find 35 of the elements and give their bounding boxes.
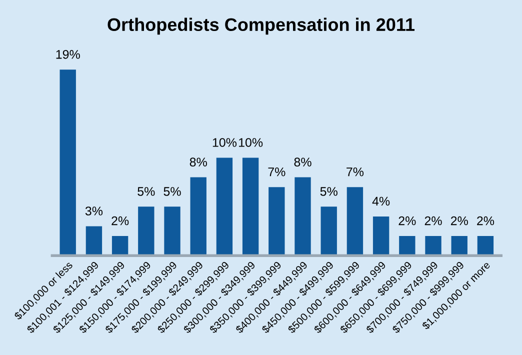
data-label: 2%: [424, 216, 442, 226]
bar: [451, 236, 468, 256]
bar: [190, 177, 206, 256]
bar: [242, 158, 259, 256]
bar: [320, 206, 337, 256]
data-label: 8%: [294, 158, 312, 166]
bar: [164, 206, 180, 256]
chart-title: Orthopedists Compensation in 2011: [108, 18, 415, 35]
bar: [138, 206, 154, 256]
data-label: 7%: [268, 167, 286, 176]
data-label: 5%: [138, 187, 155, 196]
bar: [477, 236, 494, 256]
bar: [346, 187, 364, 256]
bar: [399, 236, 416, 256]
data-label: 2%: [112, 216, 129, 226]
data-label: 2%: [398, 216, 416, 226]
data-label: 8%: [190, 158, 207, 166]
data-label: 5%: [320, 187, 338, 196]
bar: [294, 177, 311, 256]
data-label: 10%: [212, 138, 237, 147]
bar: [216, 158, 233, 256]
data-label: 5%: [164, 187, 181, 196]
data-label: 10%: [239, 138, 263, 147]
bar: [86, 226, 102, 256]
data-label: 4%: [372, 196, 390, 206]
data-label: 19%: [56, 50, 80, 59]
data-label: 3%: [85, 206, 103, 216]
bar: [60, 70, 76, 256]
bar: [268, 187, 285, 256]
data-label: 2%: [450, 216, 468, 226]
bar: [372, 216, 390, 256]
bar: [112, 236, 128, 256]
data-label: 7%: [346, 167, 364, 176]
bar: [425, 236, 442, 256]
data-label: 2%: [477, 216, 494, 226]
